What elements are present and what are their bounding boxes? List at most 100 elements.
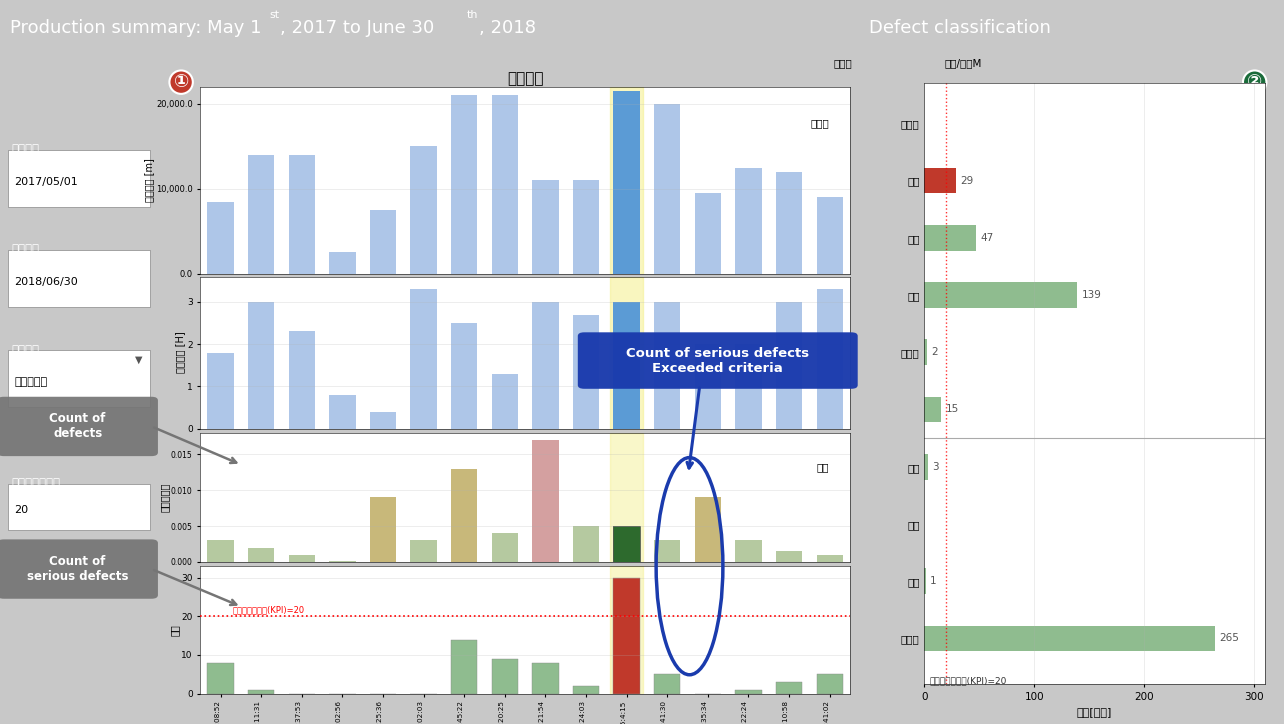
Bar (208, 662, 234, 694)
Bar (573, 314, 600, 429)
Bar (817, 197, 842, 274)
Text: ②: ② (1247, 73, 1262, 91)
Y-axis label: 生産時間 [H]: 生産時間 [H] (176, 332, 185, 374)
Text: 20: 20 (14, 505, 28, 515)
Bar (654, 540, 681, 562)
Bar (654, 674, 681, 694)
Text: 銀柄情報: 銀柄情報 (12, 343, 39, 356)
Bar (924, 454, 928, 479)
Bar (924, 626, 1216, 652)
Bar (924, 397, 941, 422)
Bar (208, 353, 234, 429)
Bar (924, 282, 1077, 308)
Bar (573, 526, 600, 562)
Text: 1: 1 (930, 576, 936, 586)
Bar (451, 468, 478, 562)
Bar (817, 674, 842, 694)
Bar (736, 540, 761, 562)
FancyBboxPatch shape (8, 150, 150, 206)
Text: 2: 2 (931, 348, 937, 357)
Bar (573, 180, 600, 274)
Text: Count of
serious defects: Count of serious defects (27, 555, 128, 583)
Bar (492, 659, 517, 694)
FancyBboxPatch shape (8, 484, 150, 531)
Bar (614, 302, 639, 429)
Text: Production summary: May 1: Production summary: May 1 (10, 20, 262, 37)
Bar (614, 91, 639, 274)
Text: , 2017 to June 30: , 2017 to June 30 (280, 20, 434, 37)
Text: 欠降/事象M: 欠降/事象M (945, 58, 982, 68)
Bar (370, 210, 397, 274)
Bar (573, 686, 600, 694)
Bar (776, 172, 802, 274)
Bar (370, 412, 397, 429)
Text: 集計開始: 集計開始 (12, 143, 39, 156)
Text: （すべて）: （すべて） (14, 377, 48, 387)
FancyBboxPatch shape (578, 332, 858, 389)
Bar (329, 253, 356, 274)
Bar (289, 155, 315, 274)
Bar (776, 682, 802, 694)
FancyBboxPatch shape (0, 539, 158, 599)
Bar (695, 344, 722, 429)
Bar (533, 662, 559, 694)
Title: 開始時刻: 開始時刻 (507, 71, 543, 85)
Y-axis label: 件数: 件数 (169, 624, 180, 636)
Text: 2018/06/30: 2018/06/30 (14, 277, 78, 287)
Bar (411, 289, 437, 429)
Text: 139: 139 (1081, 290, 1102, 300)
Text: 265: 265 (1220, 634, 1239, 644)
Bar (208, 201, 234, 274)
Bar (329, 395, 356, 429)
Text: カラー: カラー (810, 118, 829, 128)
Bar (736, 344, 761, 429)
Text: ▼: ▼ (135, 355, 143, 365)
Text: ビーム: ビーム (833, 58, 853, 68)
Bar (736, 690, 761, 694)
Bar (614, 526, 639, 562)
Bar (370, 497, 397, 562)
Bar (614, 526, 639, 562)
Text: th: th (467, 10, 478, 20)
Bar (248, 155, 275, 274)
Text: 集計終了: 集計終了 (12, 243, 39, 256)
Bar (610, 433, 643, 562)
Text: 2017/05/01: 2017/05/01 (14, 177, 78, 187)
Text: , 2018: , 2018 (479, 20, 535, 37)
FancyBboxPatch shape (0, 397, 158, 456)
Bar (208, 540, 234, 562)
Bar (492, 533, 517, 562)
Bar (736, 167, 761, 274)
Bar (610, 87, 643, 274)
Bar (248, 547, 275, 562)
Bar (451, 639, 478, 694)
Bar (610, 277, 643, 429)
Bar (654, 104, 681, 274)
Y-axis label: 顯在長さ [m]: 顯在長さ [m] (145, 159, 154, 202)
Text: 重欠降オーバー(KPI)=20: 重欠降オーバー(KPI)=20 (930, 677, 1008, 686)
Bar (492, 96, 517, 274)
Bar (924, 168, 957, 193)
Y-axis label: 欠降発生率: 欠降発生率 (159, 483, 169, 512)
Bar (411, 146, 437, 274)
Bar (614, 578, 639, 694)
Bar (411, 540, 437, 562)
Text: 3: 3 (932, 462, 939, 472)
Text: Defect classification: Defect classification (869, 20, 1052, 37)
FancyBboxPatch shape (8, 250, 150, 307)
Bar (451, 323, 478, 429)
Text: ①: ① (173, 73, 189, 91)
Bar (695, 193, 722, 274)
Bar (289, 332, 315, 429)
Bar (776, 551, 802, 562)
Text: 29: 29 (960, 175, 975, 185)
X-axis label: 欠降[個数]: 欠降[個数] (1077, 707, 1112, 717)
Bar (289, 555, 315, 562)
Bar (492, 374, 517, 429)
Bar (533, 440, 559, 562)
Bar (451, 96, 478, 274)
Bar (695, 497, 722, 562)
Bar (654, 302, 681, 429)
Text: st: st (270, 10, 279, 20)
Text: 重欠降オーバー(KPI)=20: 重欠降オーバー(KPI)=20 (232, 605, 304, 615)
